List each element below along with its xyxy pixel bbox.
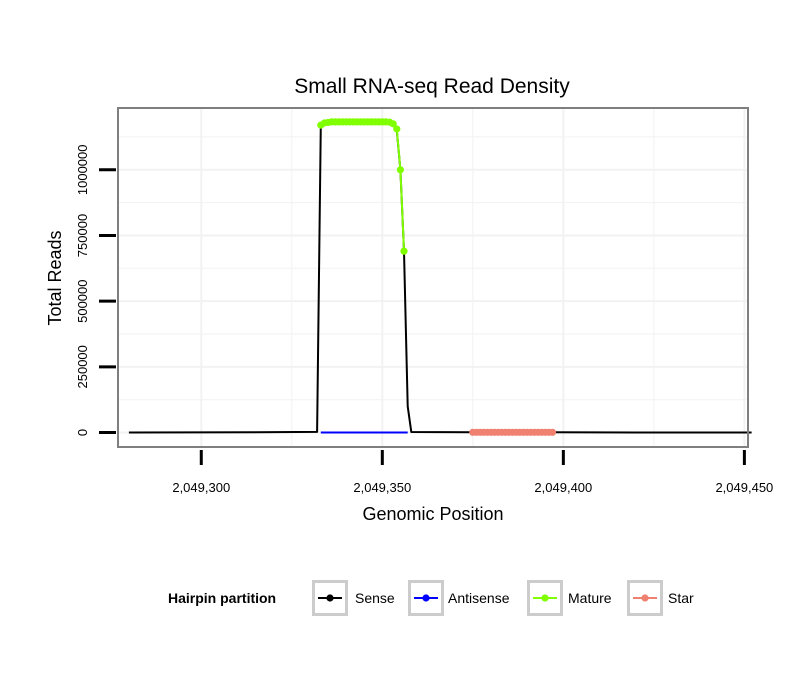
x-tick-label: 2,049,300 xyxy=(172,480,230,495)
legend-entry-star: Star xyxy=(627,580,694,616)
legend: Hairpin partition Sense Antisense Mature St… xyxy=(168,580,694,616)
legend-label-sense: Sense xyxy=(355,590,395,606)
series-layer xyxy=(128,118,752,436)
x-axis-title: Genomic Position xyxy=(362,504,503,524)
legend-label-antisense: Antisense xyxy=(448,590,510,606)
x-axis: 2,049,300 2,049,350 2,049,400 2,049,450 xyxy=(172,450,773,495)
chart-title: Small RNA-seq Read Density xyxy=(294,75,570,98)
y-axis-title: Total Reads xyxy=(45,230,65,325)
y-axis: 0 250000 500000 750000 1000000 xyxy=(75,144,116,436)
x-tick-label: 2,049,400 xyxy=(534,480,592,495)
legend-entry-sense: Sense xyxy=(312,580,395,616)
y-tick-label: 0 xyxy=(75,429,90,436)
y-tick-label: 500000 xyxy=(75,280,90,323)
legend-label-mature: Mature xyxy=(568,590,612,606)
legend-key-point-antisense xyxy=(422,594,430,602)
legend-entry-antisense: Antisense xyxy=(408,580,510,616)
legend-key-point-mature xyxy=(541,594,549,602)
data-point-mature xyxy=(393,125,401,133)
plot-panel xyxy=(118,108,748,447)
plot-border xyxy=(117,107,749,448)
legend-label-star: Star xyxy=(668,590,694,606)
legend-entry-mature: Mature xyxy=(527,580,612,616)
legend-key-point-star xyxy=(641,594,649,602)
legend-title: Hairpin partition xyxy=(168,590,276,606)
legend-key-point-sense xyxy=(326,594,334,602)
data-point-star xyxy=(548,428,557,436)
x-tick-label: 2,049,350 xyxy=(353,480,411,495)
y-tick-label: 250000 xyxy=(75,345,90,388)
y-tick-label: 750000 xyxy=(75,214,90,257)
data-point-mature xyxy=(400,247,408,255)
data-point-mature xyxy=(389,120,397,128)
data-point-mature xyxy=(396,166,404,174)
y-tick-label: 1000000 xyxy=(75,144,90,195)
x-tick-label: 2,049,450 xyxy=(715,480,773,495)
